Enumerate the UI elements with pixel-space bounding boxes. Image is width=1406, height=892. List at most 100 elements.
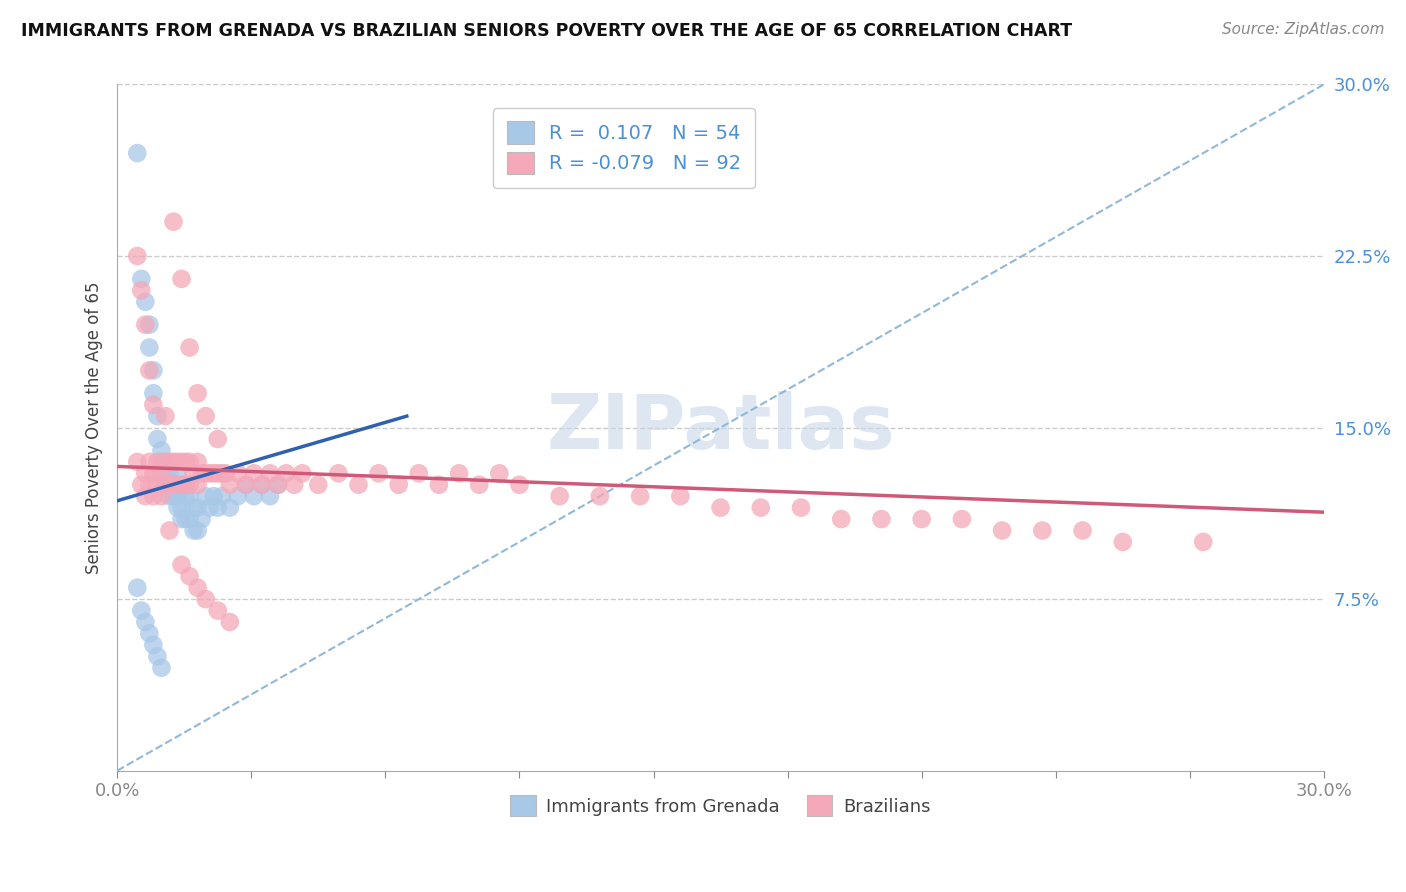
Point [170,477,193,491]
Point [142,467,165,481]
Point [790,500,813,515]
Point [138,477,160,491]
Point [194,489,217,503]
Point [134,467,156,481]
Point [142,398,165,412]
Point [235,477,257,491]
Point [131,477,153,491]
Point [276,467,298,481]
Point [174,489,197,503]
Point [187,386,209,401]
Point [194,467,217,481]
Point [187,500,209,515]
Point [488,467,510,481]
Point [202,467,225,481]
Point [159,477,181,491]
Point [134,615,156,629]
Point [134,489,156,503]
Point [150,443,173,458]
Point [950,512,973,526]
Point [138,455,160,469]
Point [127,455,149,469]
Legend: Immigrants from Grenada, Brazilians: Immigrants from Grenada, Brazilians [503,789,938,823]
Point [194,409,217,424]
Point [146,409,169,424]
Point [1192,535,1215,549]
Point [174,477,197,491]
Point [190,467,212,481]
Point [211,467,233,481]
Point [911,512,934,526]
Point [155,455,177,469]
Point [150,661,173,675]
Point [183,524,205,538]
Point [179,341,201,355]
Point [170,272,193,286]
Point [830,512,852,526]
Point [155,477,177,491]
Point [142,638,165,652]
Point [187,581,209,595]
Point [170,455,193,469]
Point [159,477,181,491]
Point [159,455,181,469]
Point [291,467,314,481]
Point [198,467,221,481]
Point [347,477,370,491]
Point [1031,524,1053,538]
Point [138,363,160,377]
Point [749,500,772,515]
Y-axis label: Seniors Poverty Over the Age of 65: Seniors Poverty Over the Age of 65 [86,281,103,574]
Point [468,477,491,491]
Point [150,489,173,503]
Text: IMMIGRANTS FROM GRENADA VS BRAZILIAN SENIORS POVERTY OVER THE AGE OF 65 CORRELAT: IMMIGRANTS FROM GRENADA VS BRAZILIAN SEN… [21,22,1073,40]
Point [367,467,389,481]
Point [243,467,266,481]
Point [283,477,305,491]
Point [166,455,188,469]
Point [179,455,201,469]
Point [187,524,209,538]
Point [142,489,165,503]
Point [131,283,153,297]
Point [162,477,184,491]
Point [449,467,471,481]
Point [150,467,173,481]
Point [226,489,249,503]
Point [146,649,169,664]
Point [142,386,165,401]
Point [179,569,201,583]
Point [243,489,266,503]
Point [162,477,184,491]
Point [267,477,290,491]
Point [183,500,205,515]
Point [328,467,350,481]
Text: Source: ZipAtlas.com: Source: ZipAtlas.com [1222,22,1385,37]
Point [166,489,188,503]
Point [155,477,177,491]
Point [1071,524,1094,538]
Point [194,592,217,607]
Point [218,615,240,629]
Point [218,477,240,491]
Point [159,524,181,538]
Point [170,500,193,515]
Point [170,558,193,572]
Point [267,477,290,491]
Point [187,455,209,469]
Point [162,489,184,503]
Point [162,215,184,229]
Point [155,467,177,481]
Point [548,489,571,503]
Point [127,249,149,263]
Point [138,626,160,640]
Point [179,477,201,491]
Point [127,581,149,595]
Point [1112,535,1135,549]
Point [134,294,156,309]
Point [250,477,273,491]
Point [166,467,188,481]
Point [198,500,221,515]
Point [190,512,212,526]
Point [179,512,201,526]
